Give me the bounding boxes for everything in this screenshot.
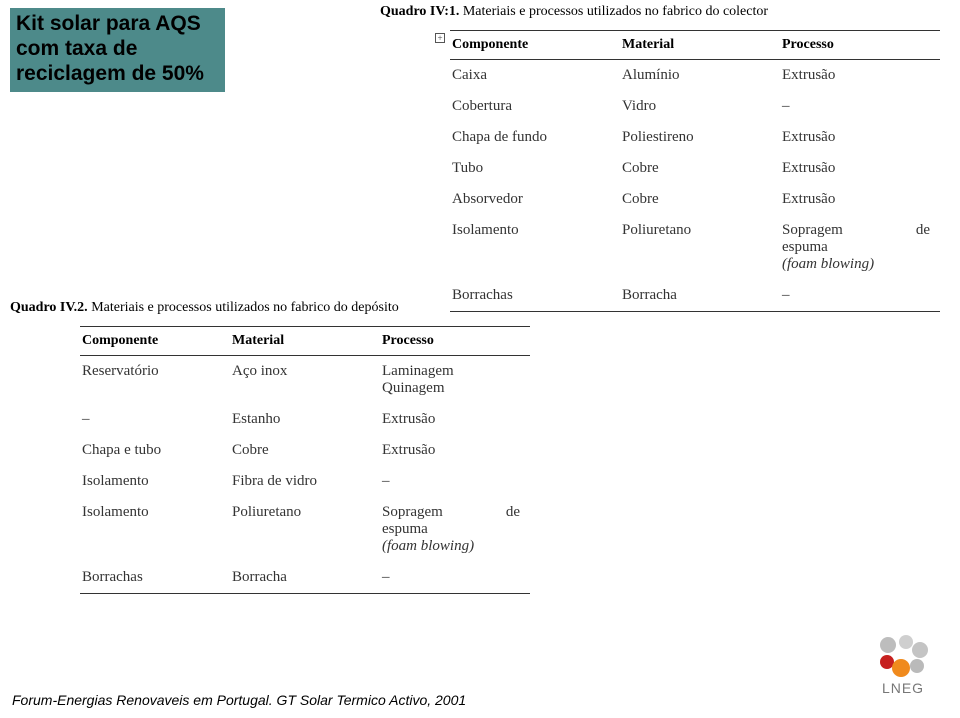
cell-material: Poliuretano xyxy=(230,497,380,562)
cell-material: Vidro xyxy=(620,91,780,122)
cell-componente: Cobertura xyxy=(450,91,620,122)
title-line-1: Kit solar para AQS xyxy=(16,12,219,37)
table-row: Reservatório Aço inox Laminagem Quinagem xyxy=(80,356,530,405)
proc-word3: espuma xyxy=(782,239,828,255)
caption-rest: Materiais e processos utilizados no fabr… xyxy=(88,300,399,315)
cell-material: Poliuretano xyxy=(620,215,780,280)
proc-word1: Sopragem xyxy=(382,504,443,521)
caption-bold: Quadro IV:1. xyxy=(380,4,459,19)
col-material: Material xyxy=(620,31,780,60)
cell-processo: Extrusão xyxy=(780,153,940,184)
cell-material: Cobre xyxy=(230,435,380,466)
cell-processo: Sopragem de espuma (foam blowing) xyxy=(780,215,940,280)
cell-processo: – xyxy=(380,466,530,497)
title-box: Kit solar para AQS com taxa de reciclage… xyxy=(10,8,225,92)
title-line-2: com taxa de xyxy=(16,37,219,62)
cell-componente: – xyxy=(80,404,230,435)
proc-word2: de xyxy=(916,222,930,239)
col-processo: Processo xyxy=(380,327,530,356)
col-material: Material xyxy=(230,327,380,356)
cell-processo: – xyxy=(780,91,940,122)
table-row: Isolamento Poliuretano Sopragem de espuma… xyxy=(450,215,940,280)
cell-componente: Isolamento xyxy=(450,215,620,280)
table-row: Tubo Cobre Extrusão xyxy=(450,153,940,184)
table-row: Absorvedor Cobre Extrusão xyxy=(450,184,940,215)
cell-material: Cobre xyxy=(620,184,780,215)
lneg-logo-text: LNEG xyxy=(864,680,942,696)
proc-word1: Sopragem xyxy=(782,222,843,239)
cell-componente: Chapa de fundo xyxy=(450,122,620,153)
cell-componente: Isolamento xyxy=(80,466,230,497)
table-collector-caption: Quadro IV:1. Materiais e processos utili… xyxy=(380,4,940,20)
cell-material: Fibra de vidro xyxy=(230,466,380,497)
cell-material: Borracha xyxy=(230,562,380,594)
cell-processo: Extrusão xyxy=(380,435,530,466)
caption-bold: Quadro IV.2. xyxy=(10,300,88,315)
cell-componente: Reservatório xyxy=(80,356,230,405)
cell-processo: Extrusão xyxy=(780,60,940,92)
proc-word2: de xyxy=(506,504,520,521)
cell-material: Poliestireno xyxy=(620,122,780,153)
proc-italic: (foam blowing) xyxy=(382,538,474,554)
table-row: Isolamento Fibra de vidro – xyxy=(80,466,530,497)
cell-processo: – xyxy=(780,280,940,312)
table-deposito-caption: Quadro IV.2. Materiais e processos utili… xyxy=(10,300,570,316)
cell-processo: Laminagem Quinagem xyxy=(380,356,530,405)
cell-componente: Caixa xyxy=(450,60,620,92)
cell-material: Borracha xyxy=(620,280,780,312)
cell-material: Aço inox xyxy=(230,356,380,405)
proc-line1: Laminagem xyxy=(382,363,454,379)
table-row: Borrachas Borracha – xyxy=(80,562,530,594)
footer-citation: Forum-Energias Renovaveis em Portugal. G… xyxy=(12,692,466,708)
table-row: Caixa Alumínio Extrusão xyxy=(450,60,940,92)
collector-materials-table: Componente Material Processo Caixa Alumí… xyxy=(450,30,940,312)
col-componente: Componente xyxy=(80,327,230,356)
cell-processo: Extrusão xyxy=(780,184,940,215)
lneg-logo: LNEG xyxy=(864,634,942,696)
cell-material: Estanho xyxy=(230,404,380,435)
col-processo: Processo xyxy=(780,31,940,60)
table-row: – Estanho Extrusão xyxy=(80,404,530,435)
cell-material: Cobre xyxy=(620,153,780,184)
table-header-row: Componente Material Processo xyxy=(80,327,530,356)
col-componente: Componente xyxy=(450,31,620,60)
table-row: Chapa e tubo Cobre Extrusão xyxy=(80,435,530,466)
table-deposito: Quadro IV.2. Materiais e processos utili… xyxy=(10,300,570,594)
cell-componente: Borrachas xyxy=(80,562,230,594)
table-row: Chapa de fundo Poliestireno Extrusão xyxy=(450,122,940,153)
table-collector: Quadro IV:1. Materiais e processos utili… xyxy=(380,4,940,312)
proc-italic: (foam blowing) xyxy=(782,256,874,272)
proc-word3: espuma xyxy=(382,521,428,537)
cell-processo: Extrusão xyxy=(380,404,530,435)
table-header-row: Componente Material Processo xyxy=(450,31,940,60)
cell-processo: Sopragem de espuma (foam blowing) xyxy=(380,497,530,562)
proc-line2: Quinagem xyxy=(382,380,444,396)
cell-componente: Tubo xyxy=(450,153,620,184)
table-row: Cobertura Vidro – xyxy=(450,91,940,122)
title-line-3: reciclagem de 50% xyxy=(16,62,219,87)
deposito-materials-table: Componente Material Processo Reservatóri… xyxy=(80,326,530,594)
cell-componente: Isolamento xyxy=(80,497,230,562)
lneg-logo-icon xyxy=(874,634,932,678)
cell-processo: – xyxy=(380,562,530,594)
cell-componente: Chapa e tubo xyxy=(80,435,230,466)
cell-componente: Absorvedor xyxy=(450,184,620,215)
cell-material: Alumínio xyxy=(620,60,780,92)
table-row: Isolamento Poliuretano Sopragem de espuma… xyxy=(80,497,530,562)
cell-processo: Extrusão xyxy=(780,122,940,153)
caption-rest: Materiais e processos utilizados no fabr… xyxy=(459,4,768,19)
